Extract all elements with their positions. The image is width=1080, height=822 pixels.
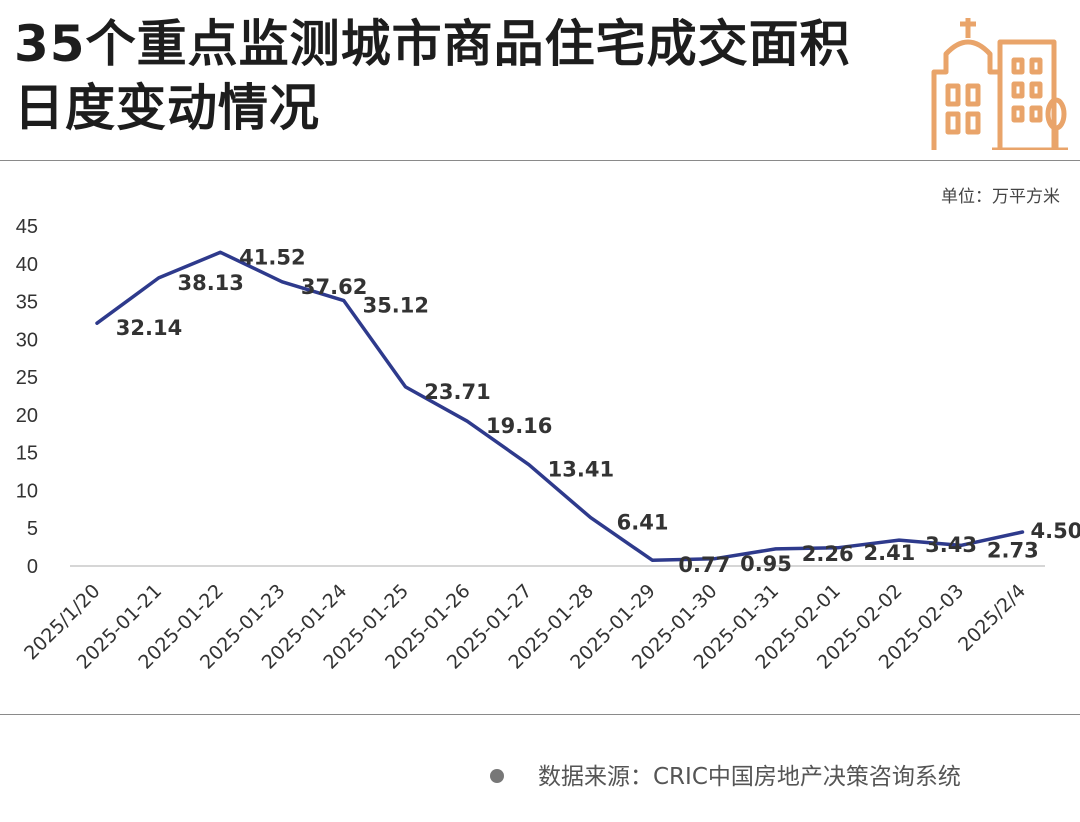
y-tick-label: 35 — [16, 292, 38, 314]
data-label: 19.16 — [486, 414, 552, 438]
data-source: 数据来源：CRIC中国房地产决策咨询系统 — [490, 757, 961, 791]
data-label: 13.41 — [548, 458, 614, 482]
x-axis: 2025/1/202025-01-212025-01-222025-01-232… — [20, 580, 1030, 674]
y-tick-label: 45 — [16, 216, 38, 238]
data-label: 0.77 — [678, 553, 730, 577]
x-tick-label: 2025/2/4 — [954, 580, 1030, 656]
data-label: 6.41 — [617, 511, 669, 535]
chart-title: 35个重点监测城市商品住宅成交面积日度变动情况 — [14, 15, 851, 137]
data-label: 23.71 — [424, 380, 490, 404]
unit-label: 单位：万平方米 — [941, 187, 1060, 207]
bullet-dot-icon — [490, 768, 504, 783]
y-tick-label: 20 — [16, 405, 38, 427]
data-source-text: 数据来源：CRIC中国房地产决策咨询系统 — [538, 764, 961, 790]
data-label: 2.41 — [863, 541, 915, 565]
data-label: 0.95 — [740, 552, 792, 576]
bottom-divider — [0, 714, 1080, 715]
y-tick-label: 30 — [16, 329, 38, 351]
data-label: 37.62 — [301, 275, 367, 299]
y-tick-label: 5 — [27, 518, 38, 540]
data-label: 32.14 — [116, 316, 182, 340]
data-label: 4.50 — [1031, 519, 1080, 543]
y-tick-label: 40 — [16, 254, 38, 276]
data-label: 41.52 — [239, 245, 305, 269]
y-axis: 0 5 10 15 20 25 30 35 40 45 — [16, 216, 38, 578]
y-tick-label: 10 — [16, 480, 38, 502]
data-label: 3.43 — [925, 533, 977, 557]
data-label: 38.13 — [177, 271, 243, 295]
city-buildings-icon — [931, 18, 1068, 150]
y-tick-label: 15 — [16, 443, 38, 465]
y-tick-label: 0 — [27, 556, 38, 578]
top-divider — [0, 160, 1080, 161]
y-tick-label: 25 — [16, 367, 38, 389]
data-label: 2.73 — [987, 538, 1039, 562]
data-label: 35.12 — [363, 294, 429, 318]
data-label: 2.26 — [802, 542, 854, 566]
series-line — [95, 250, 1025, 562]
